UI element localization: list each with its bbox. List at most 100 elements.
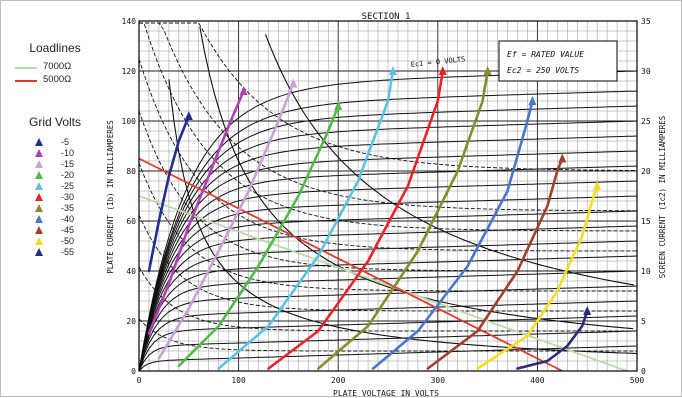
plate-characteristic-curve [138,120,638,372]
legend-item-grid-volts: -55 [5,247,125,258]
triangle-marker-icon [35,182,43,190]
legend-item-loadline-7000: 7000Ω [5,61,125,74]
screen-characteristic-curve [138,110,637,272]
series-line--50 [476,184,599,370]
legend-item-grid-volts: -5 [5,137,125,148]
series-line--40 [371,99,534,370]
series-line--10 [147,89,245,335]
y-tick-label: 60 [126,217,136,226]
series-line--20 [177,104,340,368]
legend-item-loadline-5000: 5000Ω [5,74,125,87]
plate-characteristic-curve [138,150,638,372]
legend-item-grid-volts: -30 [5,192,125,203]
x-tick-label: 400 [530,376,545,385]
series-line--35 [317,69,489,370]
axes: 0 100 200 300 400 500020406080100120140051015… [122,17,651,385]
legend-label: -45 [61,225,75,235]
triangle-marker-icon [35,237,43,245]
chart-title: SECTION 1 [362,12,411,22]
legend-label: -25 [61,181,75,191]
grid-lines [138,20,638,372]
series-line--5 [147,114,191,273]
legend-label: -5 [61,137,70,147]
x-tick-label: 300 [431,376,446,385]
legend-item-grid-volts: -15 [5,159,125,170]
y-tick-label: 120 [122,67,137,76]
legend-label: -40 [61,214,75,224]
legend-label: -10 [61,148,75,158]
x-tick-label: 500 [630,376,645,385]
y-tick-label: 100 [122,117,137,126]
legend-label: -15 [61,159,75,169]
y-axis-label: PLATE CURRENT (Ib) IN MILLIAMPERES [106,120,115,274]
triangle-marker-icon [35,226,43,234]
triangle-marker-icon [35,248,43,256]
screen-characteristic-curve [138,266,637,332]
legend-item-grid-volts: -35 [5,203,125,214]
triangle-marker-icon [35,204,43,212]
legend-swatch [15,80,37,82]
series-endpoint--30 [438,66,447,75]
legend-label: -55 [61,247,75,257]
series-line--15 [157,82,295,360]
plate-characteristic-curve [138,300,638,372]
plate-characteristic-curve [138,315,638,372]
series-lines [147,66,602,370]
series-line--55 [516,309,589,370]
y-tick-label: 20 [126,317,136,326]
hyperbola-curve [168,79,638,355]
plate-characteristic-curve [138,330,638,372]
legend-label: -30 [61,192,75,202]
condition-line-1: Ef = RATED VALUE [507,50,584,59]
y2-tick-label: 30 [641,67,651,76]
grid-volts-legend-title: Grid Volts [28,115,82,129]
screen-characteristic-curve [139,22,638,212]
legend-item-grid-volts: -10 [5,148,125,159]
legend-label: 5000Ω [43,74,72,85]
plate-characteristic-curve [138,165,638,372]
legend-item-grid-volts: -25 [5,181,125,192]
triangle-marker-icon [35,160,43,168]
legend-item-grid-volts: -20 [5,170,125,181]
legend-label: -20 [61,170,75,180]
y2-tick-label: 10 [641,267,651,276]
series-endpoint--45 [558,153,567,163]
x-tick-label: 100 [231,376,246,385]
plate-characteristic-curve [138,255,638,372]
plot-frame [138,20,638,372]
loadline-7000Ω [138,195,628,372]
series-endpoint--40 [528,96,537,105]
plate-characteristic-curve [138,345,638,372]
x-axis-label: PLATE VOLTAGE IN VOLTS [333,389,439,398]
plate-characteristic-curve [138,270,638,372]
triangle-marker-icon [35,149,43,157]
series-endpoint--5 [184,111,193,120]
y2-tick-label: 20 [641,167,651,176]
series-line--25 [217,69,395,370]
legend-label: 7000Ω [43,61,72,72]
plate-characteristic-curve [138,135,638,372]
y2-tick-label: 15 [641,217,651,226]
triangle-marker-icon [35,138,43,146]
series-line--45 [426,157,564,370]
series-endpoint--10 [239,86,248,95]
condition-line-2: Ec2 = 250 VOLTS [507,66,579,75]
legend-item-grid-volts: -50 [5,236,125,247]
screen-characteristic-curve [139,22,638,171]
legend-item-grid-volts: -40 [5,214,125,225]
loadline-5000Ω [138,157,563,372]
legend-label: -50 [61,236,75,246]
loadlines-legend-title: Loadlines [29,41,81,55]
triangle-marker-icon [35,215,43,223]
x-tick-label: 200 [331,376,346,385]
y2-tick-label: 35 [641,17,651,26]
y-tick-label: 140 [122,17,137,26]
x-tick-label: 0 [137,376,142,385]
screen-characteristic-curve [138,58,638,252]
y2-axis-label: SCREEN CURRENT (Ic2) IN MILLIAMPERES [658,115,667,278]
loadlines [138,157,628,372]
screen-characteristic-curve [138,214,637,312]
series-endpoint--15 [289,78,298,88]
